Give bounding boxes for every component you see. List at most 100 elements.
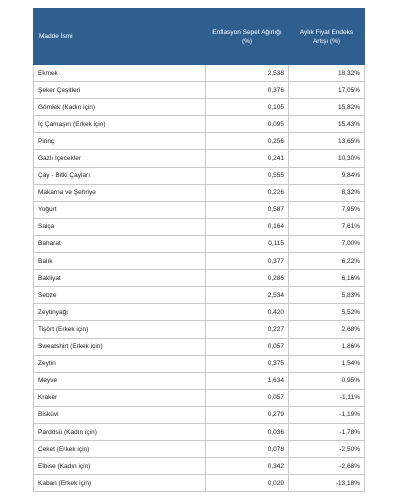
- change-cell: 5,83%: [288, 286, 365, 305]
- item-name: Zeytinyağı: [33, 303, 206, 322]
- table-row: Çay - Bitki Çayları 0,555 9,84%: [33, 166, 365, 185]
- table-row: Kaban (Erkek için) 0,029 -13,18%: [33, 474, 365, 493]
- change-cell: 7,00%: [288, 234, 365, 254]
- weight-cell: 1,634: [205, 371, 289, 390]
- change-cell: 10,30%: [288, 149, 365, 168]
- change-cell: -1,11%: [288, 388, 365, 407]
- weight-cell: 0,164: [205, 217, 289, 236]
- item-name: Pardösü (Kadın için): [33, 422, 206, 442]
- weight-cell: 0,256: [205, 132, 289, 151]
- change-cell: 8,32%: [288, 183, 365, 202]
- weight-cell: 0,241: [205, 149, 289, 168]
- item-name: Baharat: [33, 234, 206, 254]
- table-row: Zeytin 0,375 1,54%: [33, 354, 365, 373]
- weight-cell: 0,226: [205, 183, 289, 202]
- change-cell: 6,22%: [288, 252, 365, 271]
- table: Madde İsmi Enflasyon Sepet Ağırlığı (%) …: [33, 8, 365, 493]
- item-name: Bakliyat: [33, 269, 206, 288]
- item-name: Çay - Bitki Çayları: [33, 166, 206, 185]
- weight-cell: 0,376: [205, 81, 289, 100]
- weight-cell: 0,375: [205, 354, 289, 373]
- change-cell: 2,68%: [288, 320, 365, 339]
- table-row: Şeker Çeşitleri 0,376 17,05%: [33, 81, 365, 100]
- weight-cell: 0,115: [205, 234, 289, 254]
- table-row: İç Çamaşırı (Erkek için) 0,095 15,43%: [33, 115, 365, 134]
- change-cell: 13,65%: [288, 132, 365, 151]
- weight-cell: 0,286: [205, 269, 289, 288]
- change-cell: 15,82%: [288, 98, 365, 117]
- table-row: Tişört (Erkek için) 0,227 2,68%: [33, 320, 365, 339]
- weight-cell: 2,534: [205, 286, 289, 305]
- table-row: Zeytinyağı 0,420 5,52%: [33, 303, 365, 322]
- change-cell: -13,18%: [288, 474, 365, 493]
- weight-cell: 0,057: [205, 388, 289, 407]
- change-cell: 7,95%: [288, 200, 365, 219]
- item-name: Yoğurt: [33, 200, 206, 219]
- change-cell: -1,19%: [288, 405, 365, 424]
- change-cell: 1,54%: [288, 354, 365, 373]
- item-name: Ekmek: [33, 63, 206, 83]
- change-cell: 1,86%: [288, 337, 365, 356]
- table-row: Ceket (Erkek için) 0,078 -2,50%: [33, 440, 365, 459]
- item-name: Gazlı İçecekler: [33, 149, 206, 168]
- item-name: Sweatshirt (Erkek için): [33, 337, 206, 356]
- change-cell: 18,32%: [288, 63, 365, 83]
- table-row: Sweatshirt (Erkek için) 0,057 1,86%: [33, 337, 365, 356]
- table-body: Ekmek 2,538 18,32% Şeker Çeşitleri 0,376 17,0…: [33, 63, 365, 493]
- weight-cell: 0,057: [205, 337, 289, 356]
- table-row: Baharat 0,115 7,00%: [33, 234, 365, 254]
- weight-cell: 0,555: [205, 166, 289, 185]
- item-name: Makarna ve Şehriye: [33, 183, 206, 202]
- table-row: Elbise (Kadın için) 0,342 -2,68%: [33, 457, 365, 476]
- item-name: Pirinç: [33, 132, 206, 151]
- weight-cell: 0,095: [205, 115, 289, 134]
- column-header: Enflasyon Sepet Ağırlığı (%): [205, 8, 289, 65]
- weight-cell: 0,279: [205, 405, 289, 424]
- table-row: Ekmek 2,538 18,32%: [33, 63, 365, 83]
- item-name: Ceket (Erkek için): [33, 440, 206, 459]
- change-cell: 7,61%: [288, 217, 365, 236]
- item-name: Elbise (Kadın için): [33, 457, 206, 476]
- item-name: Kraker: [33, 388, 206, 407]
- weight-cell: 0,078: [205, 440, 289, 459]
- change-cell: 17,05%: [288, 81, 365, 100]
- weight-cell: 0,420: [205, 303, 289, 322]
- change-cell: -1,78%: [288, 422, 365, 442]
- table-row: Bisküvi 0,279 -1,19%: [33, 405, 365, 424]
- weight-cell: 0,587: [205, 200, 289, 219]
- table-row: Yoğurt 0,587 7,95%: [33, 200, 365, 219]
- column-header: Aylık Fiyat Endeks Artışı (%): [288, 8, 365, 65]
- weight-cell: 2,538: [205, 63, 289, 83]
- column-header: Madde İsmi: [33, 8, 206, 65]
- item-name: Kaban (Erkek için): [33, 474, 206, 493]
- header-row: Madde İsmi Enflasyon Sepet Ağırlığı (%) …: [33, 8, 365, 65]
- item-name: Tişört (Erkek için): [33, 320, 206, 339]
- table-row: Sebze 2,534 5,83%: [33, 286, 365, 305]
- item-name: Sebze: [33, 286, 206, 305]
- item-name: Salça: [33, 217, 206, 236]
- table-row: Balık 0,377 6,22%: [33, 252, 365, 271]
- change-cell: 0,95%: [288, 371, 365, 390]
- item-name: Balık: [33, 252, 206, 271]
- weight-cell: 0,342: [205, 457, 289, 476]
- weight-cell: 0,036: [205, 422, 289, 442]
- weight-cell: 0,377: [205, 252, 289, 271]
- item-name: Gömlek (Kadın için): [33, 98, 206, 117]
- table-row: Pirinç 0,256 13,65%: [33, 132, 365, 151]
- weight-cell: 0,105: [205, 98, 289, 117]
- table-row: Meyve 1,634 0,95%: [33, 371, 365, 390]
- item-name: Meyve: [33, 371, 206, 390]
- table-row: Salça 0,164 7,61%: [33, 217, 365, 236]
- change-cell: -2,68%: [288, 457, 365, 476]
- table-row: Gazlı İçecekler 0,241 10,30%: [33, 149, 365, 168]
- weight-cell: 0,227: [205, 320, 289, 339]
- item-name: İç Çamaşırı (Erkek için): [33, 115, 206, 134]
- change-cell: -2,50%: [288, 440, 365, 459]
- weight-cell: 0,029: [205, 474, 289, 493]
- table-row: Bakliyat 0,286 6,16%: [33, 269, 365, 288]
- table-row: Kraker 0,057 -1,11%: [33, 388, 365, 407]
- change-cell: 15,43%: [288, 115, 365, 134]
- change-cell: 6,16%: [288, 269, 365, 288]
- item-name: Zeytin: [33, 354, 206, 373]
